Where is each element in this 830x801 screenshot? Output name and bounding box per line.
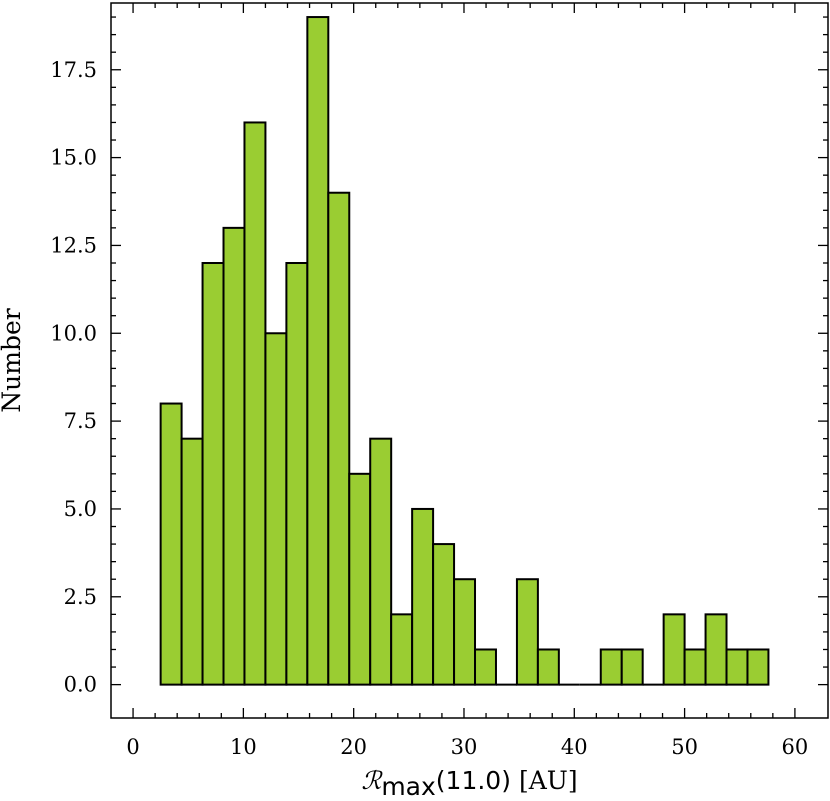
histogram-bar xyxy=(328,193,349,685)
histogram-bar xyxy=(454,579,475,684)
histogram-bar xyxy=(182,439,203,685)
histogram-bar xyxy=(622,649,643,684)
histogram-bar xyxy=(203,263,224,685)
y-tick-label: 7.5 xyxy=(64,409,97,433)
y-tick-label: 5.0 xyxy=(64,497,97,521)
histogram-bar xyxy=(391,614,412,684)
x-axis-label-symbol: ℛ xyxy=(361,766,383,795)
x-tick-label: 0 xyxy=(126,735,139,759)
histogram-bar xyxy=(265,333,286,684)
x-axis-label-subscript: max xyxy=(381,772,435,801)
histogram-bar xyxy=(161,404,182,685)
x-tick-label: 60 xyxy=(782,735,809,759)
histogram-bar xyxy=(601,649,622,684)
histogram-bar xyxy=(706,614,727,684)
x-tick-label: 10 xyxy=(230,735,257,759)
histogram-bar xyxy=(538,649,559,684)
histogram-bar xyxy=(664,614,685,684)
x-tick-label: 20 xyxy=(340,735,367,759)
x-axis-label-argument: (11.0) xyxy=(436,766,511,795)
histogram-bar xyxy=(747,649,768,684)
histogram-bar xyxy=(286,263,307,685)
y-tick-label: 10.0 xyxy=(50,321,97,345)
x-tick-label: 40 xyxy=(561,735,588,759)
histogram-bar xyxy=(412,509,433,685)
y-tick-label: 15.0 xyxy=(50,146,97,170)
histogram-bar xyxy=(349,474,370,685)
x-tick-labels: 0 10 20 30 40 50 60 xyxy=(126,735,808,759)
histogram-bar xyxy=(433,544,454,685)
histogram-bar xyxy=(370,439,391,685)
x-axis-label-unit: [AU] xyxy=(519,766,578,795)
histogram-bar xyxy=(475,649,496,684)
histogram-bar xyxy=(307,17,328,685)
y-axis-label: Number xyxy=(0,308,26,412)
histogram-bar xyxy=(517,579,538,684)
histogram-bar xyxy=(244,122,265,684)
y-tick-label: 12.5 xyxy=(50,233,97,257)
y-tick-label: 2.5 xyxy=(64,585,97,609)
x-tick-label: 50 xyxy=(671,735,698,759)
histogram-bar xyxy=(224,228,245,685)
x-axis-label: ℛmax(11.0) [AU] xyxy=(361,766,577,801)
histogram-bar xyxy=(727,649,748,684)
y-tick-label: 17.5 xyxy=(50,58,97,82)
x-tick-label: 30 xyxy=(451,735,478,759)
histogram-bar xyxy=(685,649,706,684)
y-tick-label: 0.0 xyxy=(64,673,97,697)
bars-group xyxy=(161,17,769,685)
y-tick-labels: 0.0 2.5 5.0 7.5 10.0 12.5 15.0 17.5 xyxy=(50,58,97,697)
